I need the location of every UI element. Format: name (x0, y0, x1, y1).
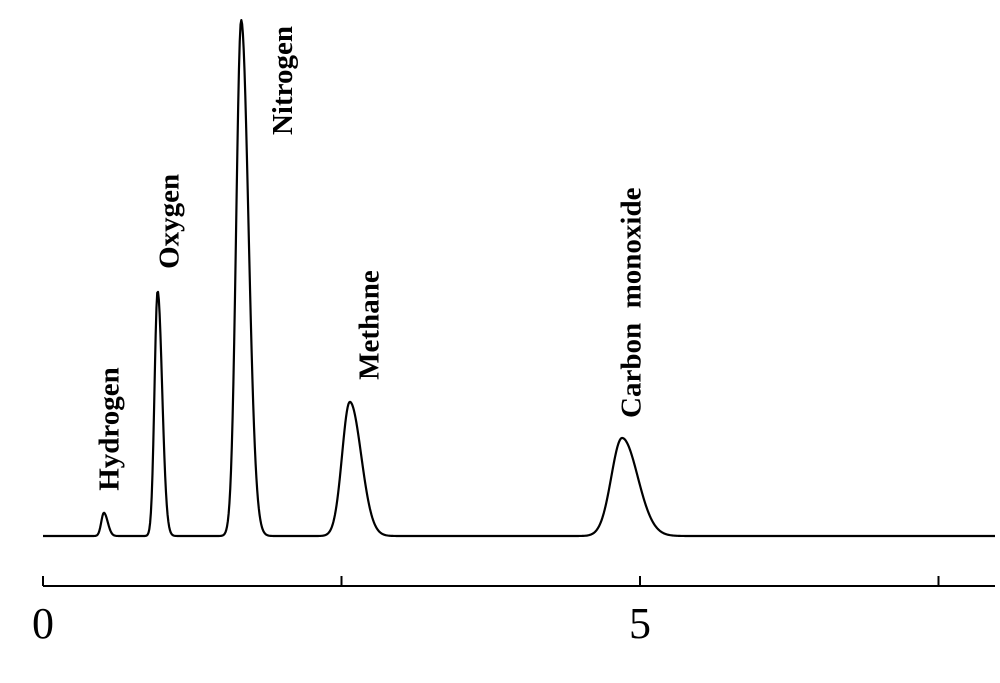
peak-label-nitrogen: Nitrogen (267, 26, 299, 135)
peak-label-methane: Methane (354, 270, 386, 380)
x-tick-label: 5 (629, 599, 651, 648)
peak-labels: Hydrogen Oxygen Nitrogen Methane Carbon mono… (94, 26, 648, 491)
x-tick-label: 0 (32, 599, 54, 648)
peak-label-oxygen: Oxygen (153, 174, 185, 269)
chromatogram-trace (42, 18, 996, 538)
peak-label-carbon-monoxide: Carbon monoxide (616, 187, 648, 418)
peak-label-hydrogen: Hydrogen (94, 367, 126, 491)
